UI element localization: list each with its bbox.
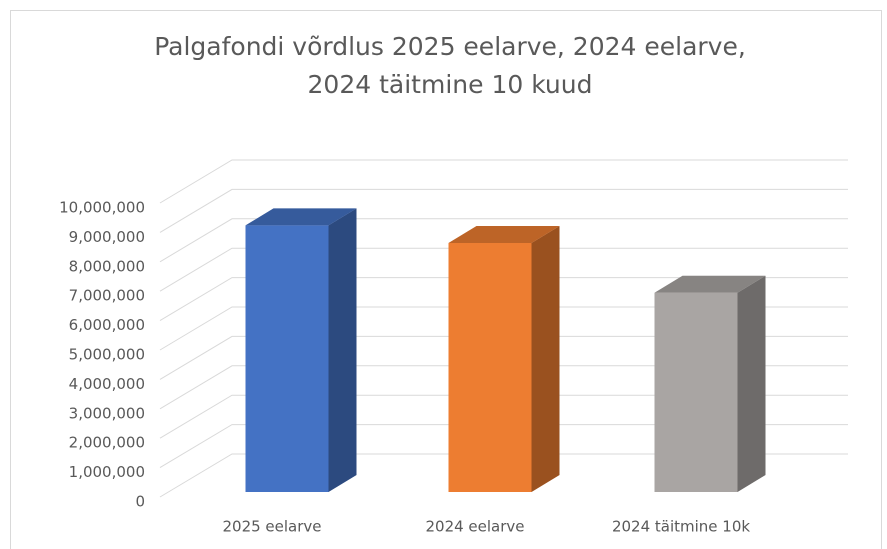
bar-top-shade xyxy=(448,225,560,243)
x-tick-label: 2024 eelarve xyxy=(425,518,524,536)
bar xyxy=(245,208,357,492)
y-tick-label: 6,000,000 xyxy=(69,316,145,334)
y-tick-label: 8,000,000 xyxy=(69,257,145,275)
grid-line xyxy=(159,335,848,380)
bar xyxy=(448,225,560,492)
y-tick-label: 10,000,000 xyxy=(59,199,145,217)
bar-front xyxy=(448,242,532,492)
bar-side-shade xyxy=(737,275,766,492)
y-tick-label: 0 xyxy=(135,493,145,511)
bar-top xyxy=(654,275,766,293)
y-tick-label: 5,000,000 xyxy=(69,346,145,364)
y-tick-label: 2,000,000 xyxy=(69,434,145,452)
bar-top xyxy=(245,208,357,226)
grid-line xyxy=(159,218,848,263)
bar-top-shade xyxy=(245,208,357,226)
bar xyxy=(654,275,766,492)
x-tick-label: 2025 eelarve xyxy=(222,518,321,536)
y-tick-label: 4,000,000 xyxy=(69,375,145,393)
y-tick-label: 7,000,000 xyxy=(69,287,145,305)
bar-side xyxy=(737,275,766,492)
grid-line xyxy=(159,188,848,233)
x-tick-label: 2024 täitmine 10k xyxy=(612,518,750,536)
chart-border xyxy=(10,10,882,549)
y-tick-label: 9,000,000 xyxy=(69,228,145,246)
bar-side-shade xyxy=(328,208,357,492)
bar-top xyxy=(448,225,560,243)
grid-line xyxy=(159,159,848,204)
bar-side xyxy=(328,208,357,492)
bar-side xyxy=(531,225,560,492)
bar-side-shade xyxy=(531,225,560,492)
bar-top-shade xyxy=(654,275,766,293)
bar-front xyxy=(654,292,738,492)
bar-front xyxy=(245,225,329,492)
grid-line xyxy=(159,277,848,322)
grid-line xyxy=(159,394,848,439)
grid-line xyxy=(159,453,848,498)
grid-line xyxy=(159,424,848,469)
y-tick-label: 1,000,000 xyxy=(69,463,145,481)
chart-title: Palgafondi võrdlus 2025 eelarve, 2024 ee… xyxy=(154,32,746,99)
grid-line xyxy=(159,306,848,351)
y-tick-label: 3,000,000 xyxy=(69,404,145,422)
grid-line xyxy=(159,365,848,410)
grid-line xyxy=(159,247,848,292)
